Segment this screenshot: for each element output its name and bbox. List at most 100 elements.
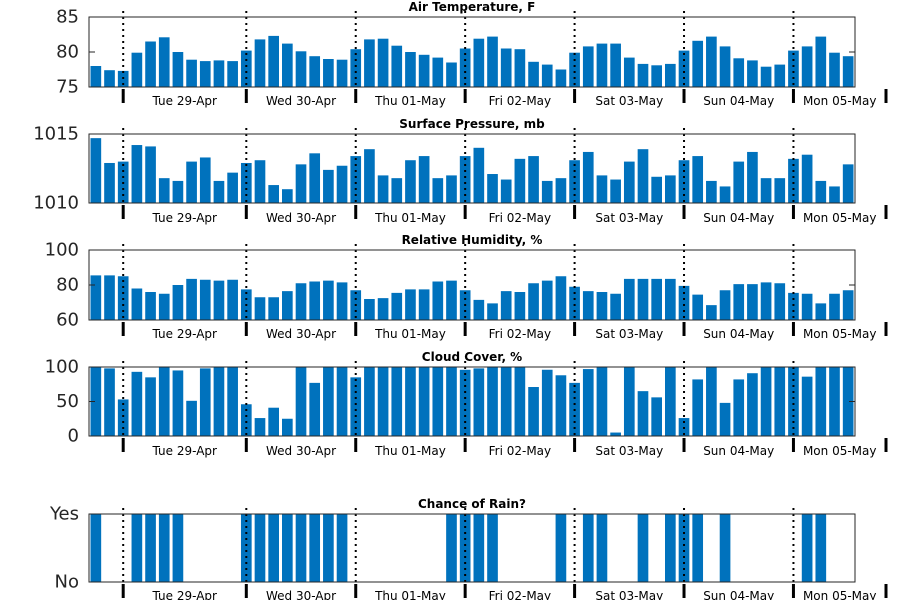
bar (227, 367, 238, 436)
bar (254, 39, 266, 87)
bar (282, 291, 293, 321)
bar (651, 176, 662, 203)
x-tick-label: Sat 03-May (595, 211, 663, 225)
bar (90, 138, 102, 203)
bar (651, 397, 662, 436)
bar (364, 149, 375, 203)
bar (90, 367, 102, 436)
bar (90, 66, 102, 87)
bar (651, 278, 662, 321)
bar (282, 189, 293, 203)
bar (678, 50, 690, 87)
y-tick-label: 75 (56, 77, 79, 98)
x-tick-label: Mon 05-May (803, 444, 877, 458)
chart-panel-2: 1010 1015 Surface Pressure, mb Tue 29-Apr We… (33, 117, 888, 225)
bar (158, 178, 170, 203)
bar (692, 156, 704, 203)
bar (432, 367, 444, 436)
bar (541, 180, 553, 203)
bar (199, 157, 211, 203)
bar (623, 367, 635, 436)
bar (377, 175, 389, 203)
bar (227, 61, 238, 87)
x-tick-label: Wed 30-Apr (266, 327, 336, 341)
bar (733, 379, 745, 436)
bar (596, 514, 608, 582)
bar (528, 156, 539, 203)
bar (774, 64, 786, 87)
bar (815, 180, 827, 203)
bar (282, 418, 293, 436)
bar (637, 514, 649, 582)
bar (391, 45, 403, 87)
bar (323, 169, 334, 203)
bar (268, 407, 279, 436)
panel-title: Cloud Cover, % (422, 350, 522, 364)
bar (309, 56, 321, 87)
bar (582, 46, 594, 87)
bar (254, 514, 266, 582)
bar (610, 432, 621, 436)
bar (733, 161, 745, 203)
y-tick-label: No (55, 572, 79, 593)
x-tick-label: Mon 05-May (803, 94, 877, 108)
bar (405, 160, 416, 203)
bar (678, 285, 690, 321)
bar (842, 290, 854, 320)
bar (268, 297, 279, 320)
bar (336, 514, 348, 582)
bar (254, 418, 266, 436)
bar (227, 172, 238, 203)
bar (610, 293, 621, 320)
x-tick-label: Sat 03-May (595, 444, 663, 458)
bar (268, 514, 279, 582)
bar (90, 275, 102, 321)
bar (295, 164, 307, 203)
y-tick-label: 1015 (33, 124, 79, 145)
bar (582, 291, 594, 321)
bar (788, 158, 799, 203)
bar (815, 303, 827, 321)
panel-title: Chance of Rain? (418, 497, 526, 511)
bar (240, 514, 252, 582)
bar (774, 283, 786, 320)
bar (295, 51, 307, 87)
bar (500, 48, 512, 87)
bar (158, 293, 170, 320)
bar (610, 179, 621, 203)
bar (829, 367, 840, 436)
bar (104, 70, 115, 87)
bar (364, 299, 375, 320)
bar (104, 162, 115, 203)
x-tick-label: Wed 30-Apr (266, 589, 336, 600)
bar (733, 58, 745, 87)
bar (405, 52, 416, 87)
bar (555, 276, 567, 320)
bar (432, 57, 444, 87)
bar (815, 367, 827, 436)
bar (555, 178, 567, 203)
bar (172, 180, 184, 203)
x-tick-label: Thu 01-May (374, 444, 446, 458)
x-tick-label: Sun 04-May (703, 444, 774, 458)
bar (418, 156, 430, 203)
bar (706, 305, 717, 321)
bar (706, 36, 717, 87)
bar (145, 377, 156, 436)
bar (172, 285, 184, 320)
bar (158, 367, 170, 436)
bar (473, 514, 485, 582)
bar (665, 278, 676, 321)
bar (541, 369, 553, 436)
bar (514, 367, 526, 436)
bar (213, 60, 225, 87)
bar (747, 284, 758, 321)
bar (555, 375, 567, 436)
bar (747, 373, 758, 436)
x-tick-label: Wed 30-Apr (266, 211, 336, 225)
bar (186, 400, 197, 436)
bar (774, 178, 786, 203)
bar (227, 279, 238, 320)
bar (323, 514, 334, 582)
